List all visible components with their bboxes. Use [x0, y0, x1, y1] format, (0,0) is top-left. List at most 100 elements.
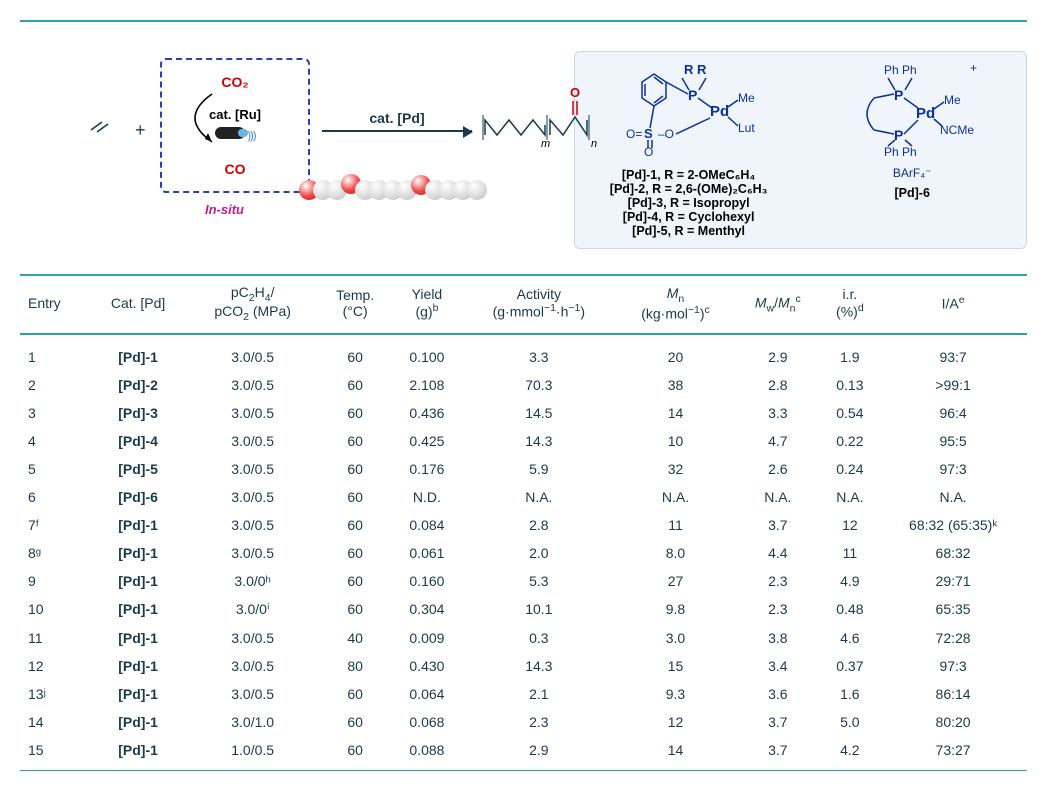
cell-temp: 60: [318, 371, 392, 399]
cell-cat: [Pd]-4: [89, 427, 187, 455]
cell-ir: 4.6: [821, 624, 880, 652]
cell-activity: 14.3: [462, 427, 616, 455]
cell-mn: 9.3: [616, 680, 735, 708]
cell-yield: 0.430: [392, 652, 462, 680]
cell-mn: 12: [616, 708, 735, 736]
svg-text:NCMe: NCMe: [940, 123, 974, 137]
cell-ir: 5.0: [821, 708, 880, 736]
cell-mn: 3.0: [616, 624, 735, 652]
cell-ir: 0.13: [821, 371, 880, 399]
cell-entry: 10: [20, 595, 89, 624]
catalyst-panel: R R P Pd Me Lut O= S: [574, 51, 1027, 249]
cell-mn: 8.0: [616, 539, 735, 567]
cell-temp: 60: [318, 736, 392, 764]
cell-ia: >99:1: [879, 371, 1027, 399]
cell-cat: [Pd]-3: [89, 399, 187, 427]
cat-list-item: [Pd]-1, R = 2-OMeC₆H₄: [622, 168, 756, 182]
table-row: 11[Pd]-13.0/0.5400.0090.33.03.84.672:28: [20, 624, 1027, 652]
top-rule: [20, 20, 1027, 22]
cell-entry: 15: [20, 736, 89, 764]
catalyst-structure-1: R R P Pd Me Lut O= S: [587, 62, 791, 238]
table-row: 12[Pd]-13.0/0.5800.43014.3153.40.3797:3: [20, 652, 1027, 680]
table-row: 3[Pd]-33.0/0.5600.43614.5143.30.5496:4: [20, 399, 1027, 427]
cell-mn: 10: [616, 427, 735, 455]
catalyst-structure-2: Ph Ph + P P Ph Ph Pd: [810, 62, 1014, 238]
data-table: Entry Cat. [Pd] pC2H4/pCO2 (MPa) Temp.(°…: [20, 276, 1027, 764]
cell-yield: 0.084: [392, 511, 462, 539]
cell-mn: 20: [616, 335, 735, 371]
cell-ia: 65:35: [879, 595, 1027, 624]
cell-cat: [Pd]-2: [89, 371, 187, 399]
cell-activity: 14.5: [462, 399, 616, 427]
cell-cat: [Pd]-1: [89, 680, 187, 708]
polymer-chain-beads: [305, 180, 487, 200]
cell-activity: 3.3: [462, 335, 616, 371]
svg-text:Me: Me: [738, 91, 755, 105]
cell-cat: [Pd]-5: [89, 455, 187, 483]
cell-activity: 5.3: [462, 567, 616, 595]
cell-ia: 95:5: [879, 427, 1027, 455]
cell-pressure: 3.0/0ⁱ: [187, 595, 318, 624]
table-row: 7ᶠ[Pd]-13.0/0.5600.0842.8113.71268:32 (6…: [20, 511, 1027, 539]
cell-pressure: 3.0/0.5: [187, 427, 318, 455]
table-row: 2[Pd]-23.0/0.5602.10870.3382.80.13>99:1: [20, 371, 1027, 399]
table-row: 4[Pd]-43.0/0.5600.42514.3104.70.2295:5: [20, 427, 1027, 455]
cell-ia: 68:32 (65:35)ᵏ: [879, 511, 1027, 539]
cell-mn: 32: [616, 455, 735, 483]
co2-label: CO₂: [221, 74, 248, 90]
cell-mn: 38: [616, 371, 735, 399]
svg-text:Lut: Lut: [738, 121, 755, 135]
cell-entry: 2: [20, 371, 89, 399]
cell-pressure: 3.0/0.5: [187, 335, 318, 371]
cell-cat: [Pd]-1: [89, 567, 187, 595]
cell-mwmn: 2.8: [735, 371, 821, 399]
polyketone-structure: O m n: [475, 85, 605, 158]
cell-ir: 0.37: [821, 652, 880, 680]
cell-pressure: 3.0/1.0: [187, 708, 318, 736]
cell-entry: 7ᶠ: [20, 511, 89, 539]
cell-ir: 0.22: [821, 427, 880, 455]
cell-yield: 0.160: [392, 567, 462, 595]
cell-ia: 97:3: [879, 652, 1027, 680]
svg-text:Pd: Pd: [710, 103, 729, 120]
cell-activity: 2.1: [462, 680, 616, 708]
cell-yield: 0.061: [392, 539, 462, 567]
svg-text:R R: R R: [684, 62, 707, 77]
svg-text:Me: Me: [944, 93, 961, 107]
svg-text:P: P: [688, 87, 697, 103]
cell-mn: 14: [616, 399, 735, 427]
cell-pressure: 3.0/0.5: [187, 652, 318, 680]
cell-mwmn: 3.7: [735, 708, 821, 736]
cell-temp: 60: [318, 511, 392, 539]
svg-text:m: m: [541, 138, 550, 150]
cell-cat: [Pd]-1: [89, 624, 187, 652]
cell-temp: 60: [318, 539, 392, 567]
cell-mwmn: 2.9: [735, 335, 821, 371]
cell-cat: [Pd]-1: [89, 335, 187, 371]
cell-ia: 93:7: [879, 335, 1027, 371]
cell-ir: 0.48: [821, 595, 880, 624]
cycle-arrow-icon: [172, 88, 222, 148]
cell-mwmn: 3.6: [735, 680, 821, 708]
cell-temp: 60: [318, 708, 392, 736]
cell-mwmn: 2.3: [735, 567, 821, 595]
col-ir: i.r.(%)d: [821, 276, 880, 334]
cell-pressure: 3.0/0.5: [187, 624, 318, 652]
cell-mn: 15: [616, 652, 735, 680]
cell-activity: 10.1: [462, 595, 616, 624]
cell-ia: 68:32: [879, 539, 1027, 567]
cell-ir: 1.6: [821, 680, 880, 708]
cell-ir: 4.2: [821, 736, 880, 764]
col-entry: Entry: [20, 276, 89, 334]
cell-pressure: 3.0/0.5: [187, 371, 318, 399]
svg-text:Pd: Pd: [916, 105, 935, 122]
col-pressure: pC2H4/pCO2 (MPa): [187, 276, 318, 334]
svg-text:Ph Ph: Ph Ph: [884, 63, 917, 77]
cell-cat: [Pd]-6: [89, 483, 187, 511]
cell-activity: 0.3: [462, 624, 616, 652]
cell-activity: N.A.: [462, 483, 616, 511]
cell-temp: 60: [318, 595, 392, 624]
co-label: CO: [225, 161, 246, 177]
cell-temp: 60: [318, 455, 392, 483]
svg-text:O: O: [570, 85, 580, 100]
